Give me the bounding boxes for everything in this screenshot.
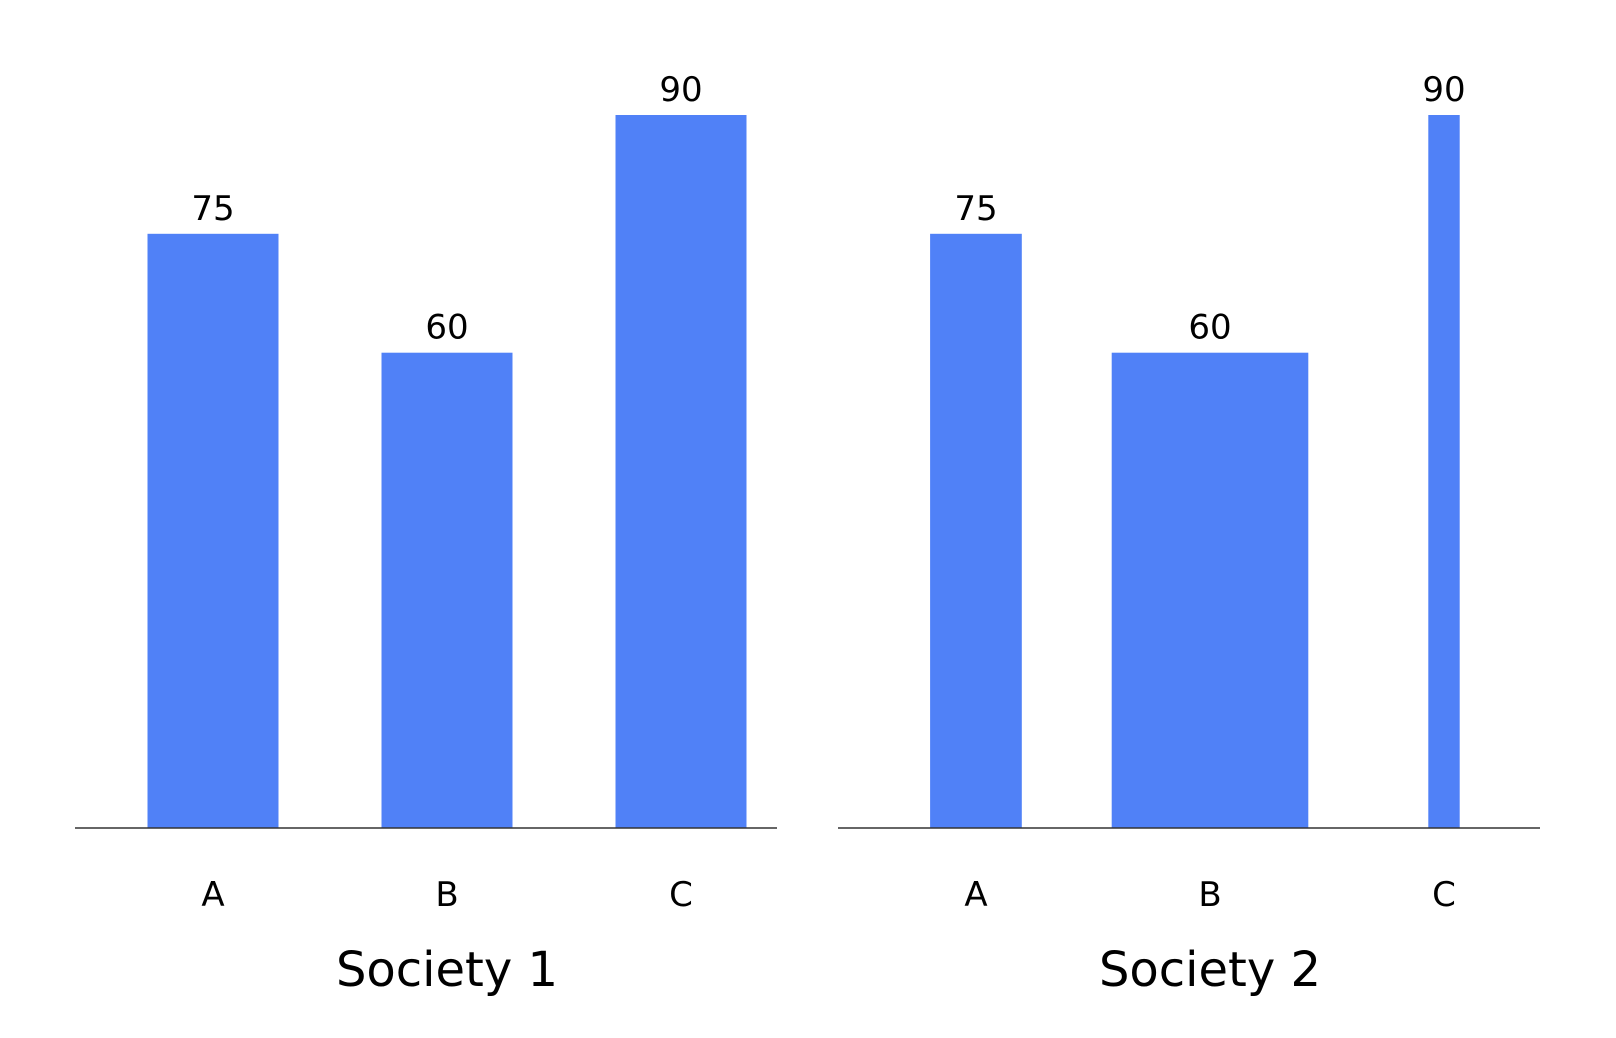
x-tick-label-c: C xyxy=(1432,875,1456,915)
x-tick-label-c: C xyxy=(669,875,693,915)
bar-b xyxy=(1111,352,1309,828)
data-label-a: 75 xyxy=(954,189,997,229)
x-tick-label-a: A xyxy=(201,875,224,915)
x-tick-label-b: B xyxy=(435,875,458,915)
chart-panel-1: 75 A 60 B 90 C Society 1 xyxy=(75,70,777,998)
bar-a xyxy=(930,233,1022,829)
data-label-c: 90 xyxy=(659,70,702,110)
data-label-b: 60 xyxy=(425,308,468,348)
bar-c xyxy=(1428,115,1460,828)
x-tick-label-a: A xyxy=(964,875,987,915)
x-tick-label-b: B xyxy=(1198,875,1221,915)
data-label-c: 90 xyxy=(1422,70,1465,110)
bar-c xyxy=(615,115,747,828)
chart-title: Society 1 xyxy=(336,942,558,998)
data-label-b: 60 xyxy=(1188,308,1231,348)
chart-title: Society 2 xyxy=(1099,942,1321,998)
bar-b xyxy=(381,352,513,828)
bar-a xyxy=(147,233,279,829)
data-label-a: 75 xyxy=(191,189,234,229)
chart-panel-2: 75 A 60 B 90 C Society 2 xyxy=(838,70,1540,998)
